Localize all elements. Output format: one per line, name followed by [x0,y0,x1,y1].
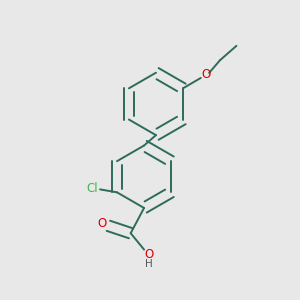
Text: O: O [98,217,107,230]
Text: O: O [144,248,153,260]
Text: H: H [145,259,152,269]
Text: Cl: Cl [86,182,98,195]
Text: O: O [202,68,211,82]
